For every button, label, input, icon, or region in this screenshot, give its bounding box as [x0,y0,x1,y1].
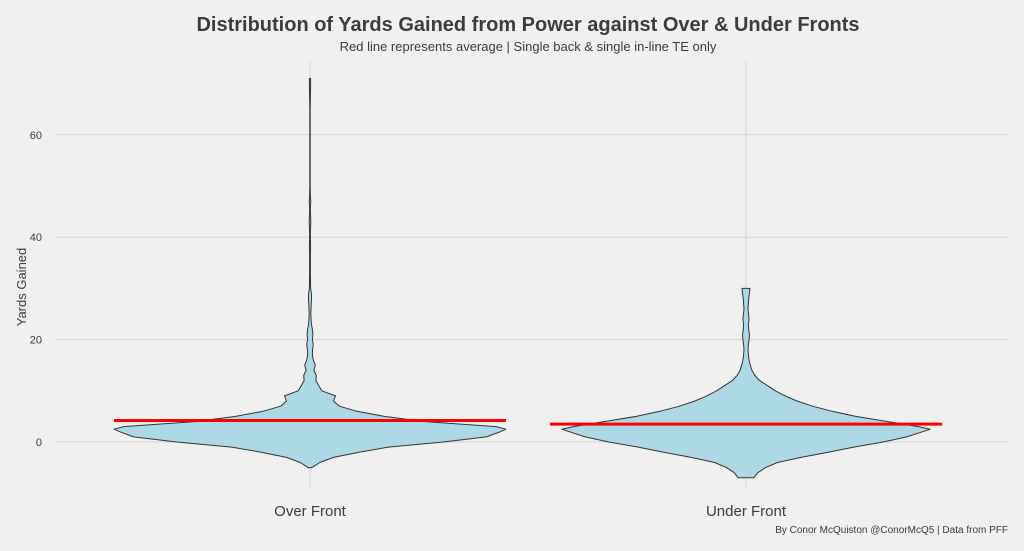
x-tick-label: Under Front [706,503,787,520]
chart-title: Distribution of Yards Gained from Power … [196,14,859,36]
y-tick-label: 20 [30,335,42,347]
violin-layer [113,78,931,479]
mean-layer [114,418,942,426]
chart-subtitle: Red line represents average | Single bac… [340,39,717,54]
y-tick-label: 60 [30,130,42,142]
y-tick-label: 0 [36,437,42,449]
y-tick-label: 40 [30,232,42,244]
violin-over-front [113,78,507,469]
violin-under-front [561,287,931,479]
tick-layer: 0 20 40 60 Over Front Under Front [30,130,787,520]
x-tick-label: Over Front [274,503,347,520]
chart-caption: By Conor McQuiston @ConorMcQ5 | Data fro… [775,525,1008,536]
y-axis-label: Yards Gained [14,248,29,327]
